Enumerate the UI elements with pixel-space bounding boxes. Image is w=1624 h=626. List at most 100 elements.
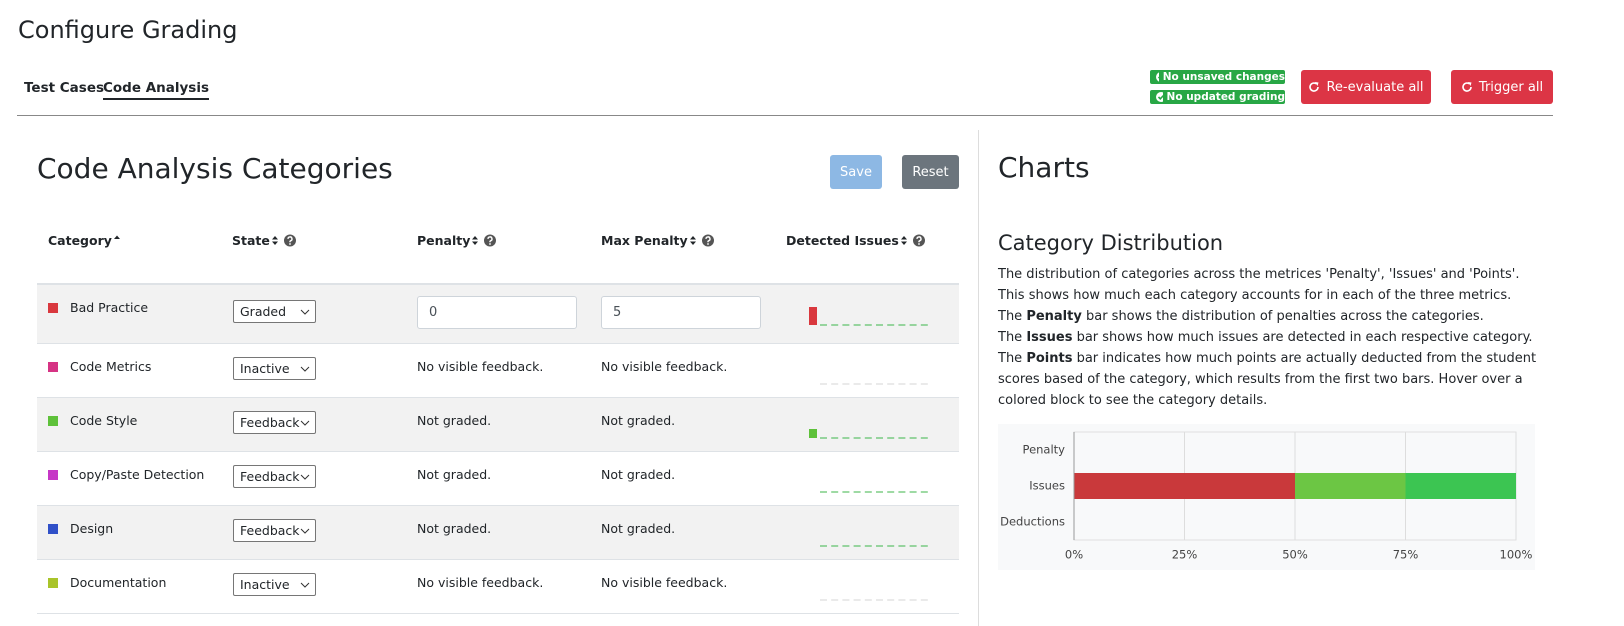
sort-icon (472, 234, 497, 247)
text: The distribution of categories across th… (998, 267, 1520, 303)
reset-button[interactable]: Reset (902, 155, 959, 189)
bar-segment (1295, 473, 1406, 499)
refresh-icon (1309, 82, 1320, 92)
bold-term: Points (1026, 351, 1073, 366)
trigger-button[interactable]: Trigger all (1451, 70, 1553, 104)
column-header[interactable]: Detected Issues (786, 233, 899, 248)
panel-divider (978, 130, 979, 626)
category-swatch (48, 416, 58, 426)
help-dot (489, 243, 492, 245)
issues-mini-chart (809, 307, 928, 326)
help-icon (283, 234, 296, 247)
penalty-text: Not graded. (417, 521, 492, 536)
text: The (998, 351, 1027, 366)
state-select[interactable]: Graded (233, 300, 316, 323)
penalty-input[interactable]: 0 (417, 296, 577, 329)
x-tick-label: 50% (1282, 548, 1308, 562)
max-penalty-input[interactable]: 5 (601, 296, 761, 329)
button-label: Re-evaluate all (1326, 79, 1424, 95)
column-header[interactable]: State (232, 233, 270, 248)
state-select[interactable]: Inactive (233, 573, 316, 596)
category-swatch (48, 362, 58, 372)
category-name: Code Metrics (70, 359, 152, 374)
tab-active[interactable]: Code Analysis (103, 80, 209, 100)
bar-segment (1405, 473, 1516, 499)
panel-title: Code Analysis Categories (37, 152, 393, 185)
help-icon (484, 234, 497, 247)
text: The (998, 309, 1027, 324)
issues-mini-chart (809, 429, 928, 439)
description-line: The Points bar indicates how much points… (998, 348, 1538, 411)
category-swatch (48, 524, 58, 534)
sort-icon (689, 234, 714, 247)
chart: 0% 25% 50% 75% 100% Penalty Issues Deductions (1000, 431, 1533, 562)
panel-title: Charts (998, 151, 1090, 184)
status-badge: No updated grading (1150, 90, 1285, 104)
help-mark (704, 236, 711, 243)
text: bar shows how much issues are detected i… (1072, 330, 1533, 345)
help-dot (288, 243, 291, 245)
y-tick-label: Penalty (1023, 443, 1066, 457)
state-select[interactable]: Feedback (233, 411, 316, 434)
status-text: No updated grading (1166, 91, 1285, 103)
sort-up (113, 235, 120, 239)
category-swatch (48, 303, 58, 313)
sort-down (900, 241, 907, 245)
max-penalty-text: Not graded. (601, 413, 676, 428)
help-dot (706, 243, 709, 245)
divider (17, 115, 1553, 116)
description-line: The distribution of categories across th… (998, 264, 1538, 306)
x-tick-label: 100% (1500, 548, 1533, 562)
issues-mini-chart (820, 599, 928, 601)
x-tick-label: 75% (1393, 548, 1419, 562)
column-header[interactable]: Penalty (417, 233, 471, 248)
penalty-text: No visible feedback. (417, 359, 544, 374)
page-title: Configure Grading (18, 16, 238, 44)
x-tick-label: 0% (1065, 548, 1083, 562)
table-row (37, 344, 959, 398)
check-icon (1156, 92, 1163, 102)
select-arrow (300, 309, 310, 315)
y-tick-label: Issues (1029, 479, 1065, 493)
sort-down (271, 241, 278, 245)
status-badge: No unsaved changes (1150, 70, 1285, 84)
table-row (37, 452, 959, 506)
state-select[interactable]: Feedback (233, 519, 316, 542)
select-arrow (300, 420, 310, 426)
status-text: No unsaved changes (1162, 71, 1285, 83)
reevaluate-button[interactable]: Re-evaluate all (1301, 70, 1431, 104)
category-name: Code Style (70, 413, 138, 428)
penalty-text: Not graded. (417, 413, 492, 428)
text: bar indicates how much points are actual… (998, 351, 1537, 408)
tab[interactable]: Test Cases (24, 80, 105, 96)
chart-heading: Category Distribution (998, 231, 1224, 255)
category-name: Bad Practice (70, 300, 149, 315)
table-row (37, 398, 959, 452)
category-name: Documentation (70, 575, 167, 590)
max-penalty-text: No visible feedback. (601, 575, 728, 590)
bold-term: Issues (1026, 330, 1073, 345)
description-line: The Issues bar shows how much issues are… (998, 327, 1538, 348)
sort-icon (271, 234, 296, 247)
column-header[interactable]: Category (48, 233, 112, 248)
help-dot (917, 243, 920, 245)
max-penalty-text: Not graded. (601, 521, 676, 536)
column-header[interactable]: Max Penalty (601, 233, 688, 248)
y-tick-label: Deductions (1000, 515, 1065, 529)
sort-icon (113, 235, 120, 239)
save-button[interactable]: Save (830, 155, 882, 189)
button-label: Trigger all (1478, 79, 1544, 95)
description-line: The Penalty bar shows the distribution o… (998, 306, 1538, 327)
x-tick-label: 25% (1172, 548, 1198, 562)
sort-up (689, 236, 696, 240)
category-name: Design (70, 521, 114, 536)
help-mark (916, 236, 922, 243)
select-arrow (300, 366, 310, 372)
text: The (998, 330, 1027, 345)
issues-mini-chart (820, 383, 928, 385)
state-select[interactable]: Feedback (233, 465, 316, 488)
sort-up (900, 236, 907, 240)
help-mark (287, 236, 293, 243)
state-select[interactable]: Inactive (233, 357, 316, 380)
category-name: Copy/Paste Detection (70, 467, 205, 482)
